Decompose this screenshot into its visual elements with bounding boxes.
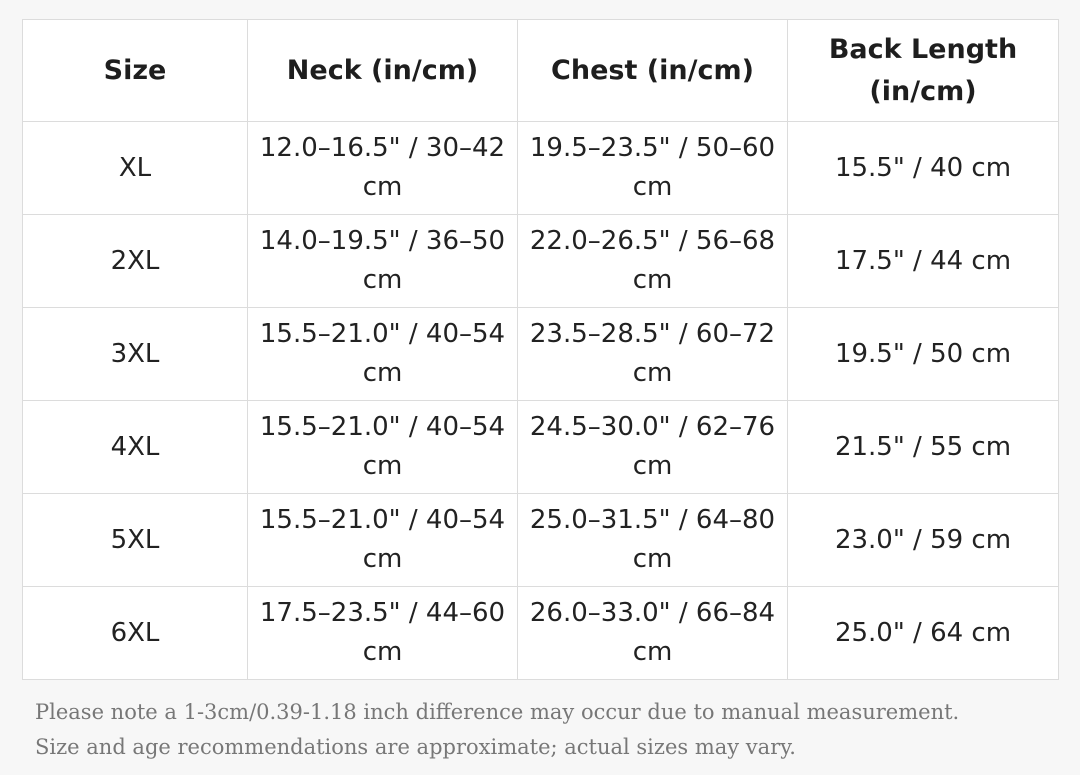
table-row: XL 12.0–16.5" / 30–42 cm 19.5–23.5" / 50…: [22, 121, 1059, 215]
header-neck: Neck (in/cm): [247, 19, 518, 122]
size-chart-table: Size Neck (in/cm) Chest (in/cm) Back Len…: [22, 19, 1059, 680]
cell-back-length: 23.0" / 59 cm: [787, 493, 1059, 587]
cell-chest: 25.0–31.5" / 64–80 cm: [517, 493, 788, 587]
cell-back-length: 15.5" / 40 cm: [787, 121, 1059, 215]
cell-back-length: 19.5" / 50 cm: [787, 307, 1059, 401]
cell-size: 6XL: [22, 586, 248, 680]
cell-chest: 19.5–23.5" / 50–60 cm: [517, 121, 788, 215]
header-back-length: Back Length (in/cm): [787, 19, 1059, 122]
table-header-row: Size Neck (in/cm) Chest (in/cm) Back Len…: [22, 19, 1059, 122]
table-row: 6XL 17.5–23.5" / 44–60 cm 26.0–33.0" / 6…: [22, 586, 1059, 680]
note-line-1: Please note a 1-3cm/0.39-1.18 inch diffe…: [35, 700, 960, 724]
cell-back-length: 21.5" / 55 cm: [787, 400, 1059, 494]
cell-chest: 26.0–33.0" / 66–84 cm: [517, 586, 788, 680]
cell-neck: 17.5–23.5" / 44–60 cm: [247, 586, 518, 680]
cell-neck: 15.5–21.0" / 40–54 cm: [247, 400, 518, 494]
header-chest: Chest (in/cm): [517, 19, 788, 122]
cell-neck: 12.0–16.5" / 30–42 cm: [247, 121, 518, 215]
cell-size: 2XL: [22, 214, 248, 308]
table-row: 3XL 15.5–21.0" / 40–54 cm 23.5–28.5" / 6…: [22, 307, 1059, 401]
cell-back-length: 17.5" / 44 cm: [787, 214, 1059, 308]
cell-chest: 22.0–26.5" / 56–68 cm: [517, 214, 788, 308]
cell-chest: 24.5–30.0" / 62–76 cm: [517, 400, 788, 494]
note-line-2: Size and age recommendations are approxi…: [35, 735, 796, 759]
table-row: 4XL 15.5–21.0" / 40–54 cm 24.5–30.0" / 6…: [22, 400, 1059, 494]
cell-chest: 23.5–28.5" / 60–72 cm: [517, 307, 788, 401]
cell-back-length: 25.0" / 64 cm: [787, 586, 1059, 680]
cell-size: XL: [22, 121, 248, 215]
cell-size: 5XL: [22, 493, 248, 587]
cell-neck: 14.0–19.5" / 36–50 cm: [247, 214, 518, 308]
table-row: 2XL 14.0–19.5" / 36–50 cm 22.0–26.5" / 5…: [22, 214, 1059, 308]
table-row: 5XL 15.5–21.0" / 40–54 cm 25.0–31.5" / 6…: [22, 493, 1059, 587]
cell-neck: 15.5–21.0" / 40–54 cm: [247, 493, 518, 587]
header-size: Size: [22, 19, 248, 122]
measurement-note: Please note a 1-3cm/0.39-1.18 inch diffe…: [35, 695, 1055, 765]
cell-size: 4XL: [22, 400, 248, 494]
cell-neck: 15.5–21.0" / 40–54 cm: [247, 307, 518, 401]
cell-size: 3XL: [22, 307, 248, 401]
